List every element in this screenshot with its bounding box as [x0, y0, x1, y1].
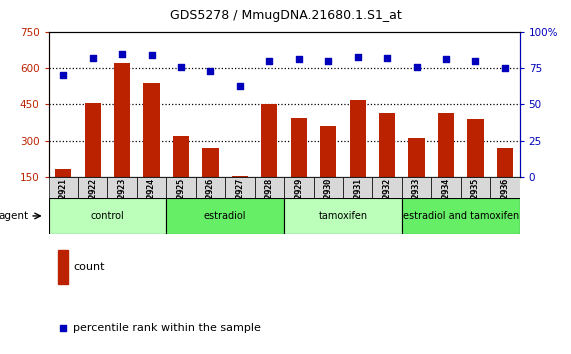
- Bar: [166, 198, 284, 234]
- Text: GSM362934: GSM362934: [441, 178, 451, 224]
- Point: [441, 57, 451, 62]
- Bar: [85, 103, 101, 177]
- Bar: [372, 177, 402, 198]
- Bar: [402, 177, 431, 198]
- Point: [88, 55, 97, 61]
- Point: [353, 54, 362, 59]
- Text: GSM362928: GSM362928: [265, 178, 274, 223]
- Text: GDS5278 / MmugDNA.21680.1.S1_at: GDS5278 / MmugDNA.21680.1.S1_at: [170, 9, 401, 22]
- Text: GSM362929: GSM362929: [294, 178, 303, 224]
- Bar: [49, 177, 78, 198]
- Bar: [408, 138, 425, 177]
- Bar: [255, 177, 284, 198]
- Text: GSM362928: GSM362928: [265, 178, 274, 224]
- Text: GSM362932: GSM362932: [383, 178, 392, 223]
- Bar: [55, 169, 71, 177]
- Text: agent: agent: [0, 211, 29, 221]
- Text: GSM362930: GSM362930: [324, 178, 333, 223]
- Bar: [402, 198, 520, 234]
- Text: percentile rank within the sample: percentile rank within the sample: [73, 322, 261, 332]
- Text: GSM362925: GSM362925: [176, 178, 186, 223]
- Text: GSM362931: GSM362931: [353, 178, 362, 223]
- Text: GSM362922: GSM362922: [88, 178, 97, 224]
- Text: count: count: [73, 262, 104, 272]
- Bar: [58, 251, 69, 284]
- Text: GSM362931: GSM362931: [353, 178, 362, 224]
- Text: GSM362923: GSM362923: [118, 178, 127, 223]
- Text: GSM362936: GSM362936: [500, 178, 509, 224]
- Text: GSM362926: GSM362926: [206, 178, 215, 223]
- Bar: [114, 63, 130, 177]
- Text: GSM362921: GSM362921: [59, 178, 68, 223]
- Point: [500, 65, 509, 71]
- Bar: [284, 198, 402, 234]
- Text: tamoxifen: tamoxifen: [319, 211, 368, 221]
- Text: GSM362935: GSM362935: [471, 178, 480, 223]
- Bar: [173, 136, 189, 177]
- Point: [235, 83, 244, 88]
- Text: GSM362924: GSM362924: [147, 178, 156, 223]
- Text: estradiol and tamoxifen: estradiol and tamoxifen: [403, 211, 519, 221]
- Point: [383, 55, 392, 61]
- Point: [59, 325, 68, 330]
- Bar: [107, 177, 137, 198]
- Bar: [461, 177, 490, 198]
- Text: control: control: [91, 211, 124, 221]
- Bar: [313, 177, 343, 198]
- Bar: [262, 104, 278, 177]
- Text: GSM362930: GSM362930: [324, 178, 333, 224]
- Text: GSM362926: GSM362926: [206, 178, 215, 224]
- Point: [206, 68, 215, 74]
- Text: GSM362927: GSM362927: [235, 178, 244, 223]
- Text: GSM362932: GSM362932: [383, 178, 392, 224]
- Text: estradiol: estradiol: [204, 211, 247, 221]
- Bar: [349, 99, 366, 177]
- Bar: [490, 177, 520, 198]
- Bar: [431, 177, 461, 198]
- Bar: [78, 177, 107, 198]
- Bar: [143, 82, 160, 177]
- Point: [412, 64, 421, 69]
- Text: GSM362935: GSM362935: [471, 178, 480, 224]
- Point: [147, 52, 156, 58]
- Text: GSM362934: GSM362934: [441, 178, 451, 223]
- Bar: [49, 198, 166, 234]
- Bar: [291, 118, 307, 177]
- Bar: [166, 177, 196, 198]
- Text: GSM362933: GSM362933: [412, 178, 421, 223]
- Point: [324, 58, 333, 64]
- Text: GSM362933: GSM362933: [412, 178, 421, 224]
- Bar: [438, 113, 454, 177]
- Bar: [196, 177, 225, 198]
- Bar: [232, 176, 248, 177]
- Text: GSM362936: GSM362936: [500, 178, 509, 223]
- Point: [59, 73, 68, 78]
- Bar: [320, 126, 336, 177]
- Point: [265, 58, 274, 64]
- Text: GSM362922: GSM362922: [88, 178, 97, 223]
- Bar: [284, 177, 313, 198]
- Bar: [467, 119, 484, 177]
- Point: [176, 64, 186, 69]
- Bar: [225, 177, 255, 198]
- Bar: [343, 177, 372, 198]
- Bar: [202, 148, 219, 177]
- Point: [118, 51, 127, 56]
- Text: GSM362927: GSM362927: [235, 178, 244, 224]
- Point: [294, 57, 303, 62]
- Text: GSM362924: GSM362924: [147, 178, 156, 224]
- Bar: [379, 113, 395, 177]
- Text: GSM362925: GSM362925: [176, 178, 186, 224]
- Bar: [497, 148, 513, 177]
- Point: [471, 58, 480, 64]
- Text: GSM362921: GSM362921: [59, 178, 68, 224]
- Bar: [137, 177, 166, 198]
- Text: GSM362923: GSM362923: [118, 178, 127, 224]
- Text: GSM362929: GSM362929: [294, 178, 303, 223]
